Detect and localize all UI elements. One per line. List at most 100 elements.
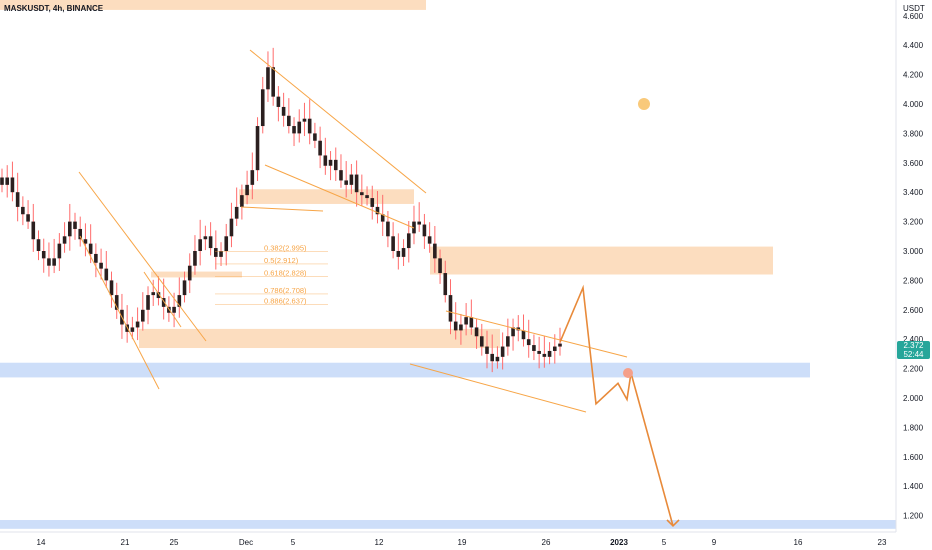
candle-body — [41, 251, 46, 259]
candle-body — [453, 321, 458, 331]
candle-body — [422, 224, 427, 237]
zone-rect — [430, 246, 773, 275]
candle-body — [433, 243, 437, 259]
candle-body — [62, 236, 67, 244]
candle-body — [558, 343, 562, 347]
candle-body — [67, 221, 72, 237]
price-tick-label: 2.800 — [903, 276, 924, 285]
candle-body — [391, 236, 395, 251]
price-tick-label: 4.400 — [903, 41, 924, 50]
zone-rect — [139, 328, 500, 349]
candle-body — [537, 350, 541, 354]
candle-body — [318, 140, 322, 156]
price-tick-label: 2.200 — [903, 365, 924, 374]
candle-body — [130, 327, 135, 332]
candle-body — [198, 239, 202, 251]
candle-body — [380, 214, 385, 222]
candle-body — [370, 198, 375, 207]
candle-body — [57, 243, 62, 259]
price-tick-label: 3.600 — [903, 159, 924, 168]
symbol-label: MASKUSDT, 4h, BINANCE — [4, 4, 104, 13]
candle-body — [313, 133, 317, 141]
candle-body — [339, 170, 343, 181]
price-tick-label: 2.000 — [903, 394, 924, 403]
price-axis-unit: USDT — [903, 4, 925, 13]
candle-countdown: 52:44 — [903, 350, 924, 359]
price-tick-label: 4.200 — [903, 71, 924, 80]
price-tick-label: 3.200 — [903, 218, 924, 227]
candle-body — [88, 243, 93, 254]
candle-body — [214, 248, 218, 257]
candle-body — [156, 292, 161, 299]
time-tick-label: 5 — [291, 538, 296, 547]
candle-body — [151, 292, 156, 296]
candles-layer — [0, 47, 562, 373]
zone-rect — [0, 362, 810, 378]
candle-body — [495, 356, 500, 362]
marker-dot — [638, 98, 650, 110]
trendline — [264, 164, 415, 229]
candle-body — [99, 262, 103, 269]
candle-body — [276, 96, 281, 107]
candle-body — [479, 336, 484, 347]
candle-body — [135, 321, 140, 328]
time-tick-label: 9 — [712, 538, 717, 547]
price-tick-label: 4.000 — [903, 100, 924, 109]
candle-body — [5, 177, 10, 185]
candle-body — [193, 251, 197, 266]
candle-body — [323, 155, 328, 166]
candle-body — [83, 239, 88, 244]
fib-label: 0.886(2.637) — [264, 296, 307, 305]
projection-arrowhead — [666, 519, 680, 528]
candle-body — [260, 89, 265, 127]
candle-body — [47, 258, 51, 266]
time-tick-label: 19 — [458, 538, 467, 547]
candle-body — [208, 236, 213, 249]
candle-body — [526, 339, 531, 346]
zone-rect — [0, 0, 426, 10]
time-tick-label: 23 — [878, 538, 887, 547]
candle-body — [344, 180, 348, 185]
fib-label: 0.382(2.995) — [264, 244, 307, 253]
candle-body — [109, 280, 114, 296]
candle-body — [459, 324, 463, 331]
time-tick-label: 21 — [121, 538, 130, 547]
fib-label: 0.786(2.708) — [264, 286, 307, 295]
candle-body — [266, 67, 270, 90]
candle-body — [234, 206, 239, 219]
candle-body — [229, 218, 234, 237]
candle-body — [141, 309, 145, 322]
price-tick-label: 3.400 — [903, 188, 924, 197]
candle-body — [360, 192, 364, 196]
trendlines-layer — [78, 49, 680, 528]
candle-body — [396, 251, 401, 257]
price-tick-label: 1.600 — [903, 453, 924, 462]
candle-body — [146, 295, 150, 310]
price-tick-label: 1.400 — [903, 482, 924, 491]
candle-body — [219, 251, 223, 257]
candle-body — [427, 236, 432, 244]
candle-body — [386, 221, 390, 237]
price-tick-label: 1.800 — [903, 423, 924, 432]
zone-rect — [151, 271, 242, 278]
candle-body — [177, 295, 182, 307]
candle-body — [511, 327, 515, 337]
time-tick-label: 14 — [37, 538, 46, 547]
price-tick-label: 4.600 — [903, 12, 924, 21]
candle-body — [438, 258, 442, 274]
candle-body — [224, 236, 229, 251]
candle-body — [354, 174, 359, 193]
candle-body — [333, 159, 338, 171]
candle-body — [182, 280, 187, 296]
candle-body — [31, 221, 36, 240]
candle-body — [245, 184, 249, 196]
projection-path — [559, 284, 674, 527]
candle-body — [307, 118, 312, 134]
candle-body — [542, 353, 547, 357]
candle-body — [15, 192, 20, 207]
target-marker — [623, 368, 633, 379]
price-tick-label: 3.000 — [903, 247, 924, 256]
fib-label: 0.618(2.828) — [264, 268, 307, 277]
candle-body — [401, 248, 406, 257]
